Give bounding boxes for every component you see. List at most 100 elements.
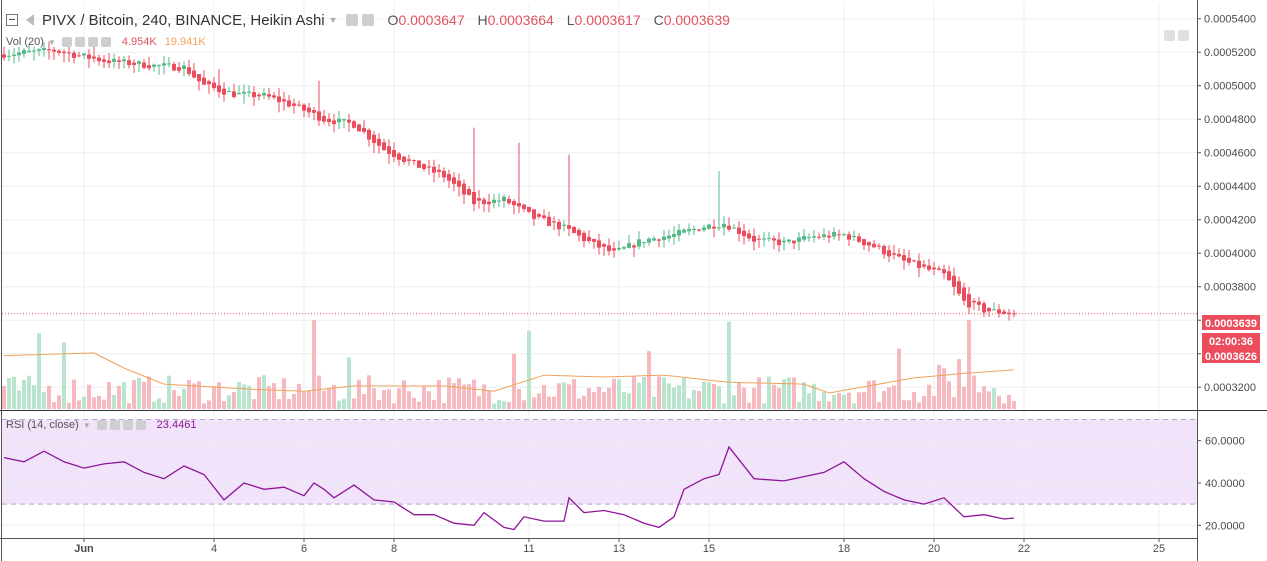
pane-up-icon[interactable] (1164, 30, 1175, 41)
volume-value: 4.954K (121, 36, 157, 48)
candle-body (922, 264, 926, 267)
candle-body (587, 236, 591, 242)
candle-body (237, 92, 241, 95)
candle-body (212, 82, 216, 89)
volume-bar (52, 402, 56, 409)
candle-body (337, 118, 341, 123)
candle-body (482, 199, 486, 205)
time-tick-label: 20 (928, 543, 940, 555)
collapse-icon[interactable] (6, 14, 18, 26)
candle-body (707, 224, 711, 229)
volume-bar (77, 400, 81, 409)
volume-bar (812, 383, 816, 409)
volume-bar (487, 390, 491, 409)
candle-body (62, 51, 66, 54)
plus-icon[interactable] (87, 37, 98, 47)
candle-body (182, 65, 186, 69)
chevron-down-icon[interactable]: ▼ (82, 420, 91, 430)
chevron-down-icon[interactable]: ▼ (47, 37, 56, 47)
volume-bar (972, 375, 976, 409)
candle-body (777, 239, 781, 246)
volume-bar (567, 384, 571, 409)
settings-icon[interactable] (74, 37, 85, 47)
settings-icon[interactable] (361, 14, 374, 26)
high-value: 0.0003664 (487, 12, 554, 28)
time-axis[interactable]: Jun 4 6 8 11 13 15 18 20 22 25 (74, 538, 1165, 555)
volume-bar (452, 383, 456, 409)
low-key: L (566, 12, 575, 28)
volume-bar (422, 385, 426, 409)
volume-bar (937, 364, 941, 409)
candle-body (572, 226, 576, 233)
rsi-axis[interactable]: 60.0000 40.0000 20.0000 (1197, 436, 1245, 533)
rsi-label[interactable]: RSI (14, close) (6, 419, 79, 431)
chevron-down-icon[interactable]: ▼ (328, 15, 338, 25)
candlesticks[interactable] (2, 41, 1016, 321)
volume-bar (682, 378, 686, 409)
volume-bar (517, 388, 521, 409)
candle-body (717, 227, 721, 229)
candle-body (97, 57, 101, 62)
candle-body (1002, 311, 1006, 314)
candle-body (167, 63, 171, 65)
volume-bar (772, 384, 776, 409)
candle-body (682, 229, 686, 233)
candle-body (952, 275, 956, 287)
volume-legend[interactable]: Vol (20) ▼ 4.954K 19.941K (6, 34, 206, 50)
volume-bar (947, 381, 951, 409)
eye-icon[interactable] (61, 37, 72, 47)
candle-body (992, 309, 996, 311)
volume-bar (917, 402, 921, 409)
rsi-legend[interactable]: RSI (14, close) ▼ 23.4461 (6, 417, 196, 433)
candle-body (67, 52, 71, 54)
symbol-legend[interactable]: PIVX / Bitcoin, 240, BINANCE, Heikin Ash… (6, 10, 739, 30)
candle-body (752, 235, 756, 242)
candle-body (282, 99, 286, 102)
plus-icon[interactable] (122, 420, 133, 430)
pane-down-icon[interactable] (1178, 30, 1189, 41)
pane-controls[interactable] (1164, 30, 1189, 41)
volume-bar (737, 382, 741, 409)
volume-bar (927, 384, 931, 409)
candle-body (727, 225, 731, 230)
candle-body (277, 96, 281, 103)
volume-bar (117, 385, 121, 409)
eye-icon[interactable] (345, 14, 358, 26)
volume-bar (407, 391, 411, 409)
candle-body (107, 60, 111, 64)
candle-body (42, 48, 46, 51)
candle-body (867, 242, 871, 246)
candle-body (552, 221, 556, 223)
candle-body (647, 238, 651, 243)
eye-icon[interactable] (96, 420, 107, 430)
close-icon[interactable] (135, 420, 146, 430)
candle-body (807, 237, 811, 239)
volume-bar (267, 386, 271, 409)
volume-bar (852, 403, 856, 409)
volume-bar (932, 396, 936, 409)
volume-bar (252, 399, 256, 409)
flag-icon[interactable] (26, 14, 34, 26)
candle-body (857, 236, 861, 242)
volume-bar (12, 376, 16, 409)
candle-body (387, 146, 391, 154)
rsi-band (2, 419, 1197, 505)
volume-bar (857, 392, 861, 409)
high-key: H (477, 12, 488, 28)
volume-bar (957, 359, 961, 409)
settings-icon[interactable] (109, 420, 120, 430)
volume-bar (402, 380, 406, 409)
candle-body (987, 307, 991, 312)
countdown-label: 02:00:36 (1209, 336, 1253, 348)
volume-label[interactable]: Vol (20) (6, 36, 44, 48)
volume-bar (437, 379, 441, 409)
volume-ma-value: 19.941K (164, 36, 206, 48)
volume-bar (397, 388, 401, 409)
symbol-title[interactable]: PIVX / Bitcoin, 240, BINANCE, Heikin Ash… (42, 11, 325, 29)
volume-bar (877, 402, 881, 409)
candle-body (297, 104, 301, 106)
price-tick-label: 0.0004600 (1204, 148, 1256, 160)
close-icon[interactable] (100, 37, 111, 47)
candle-body (92, 56, 96, 59)
